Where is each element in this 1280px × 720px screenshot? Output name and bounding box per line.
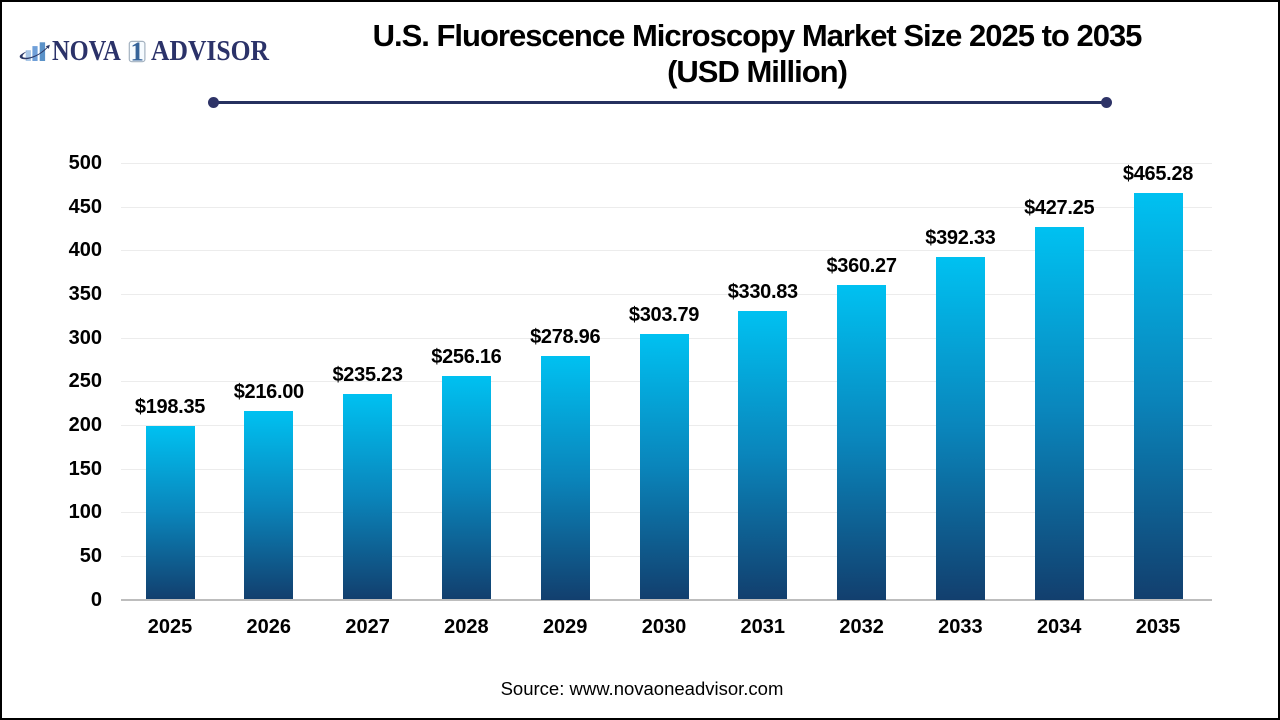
svg-text:NOVA: NOVA [52, 36, 121, 67]
svg-text:1: 1 [130, 37, 144, 67]
svg-text:ADVISOR: ADVISOR [151, 36, 270, 67]
